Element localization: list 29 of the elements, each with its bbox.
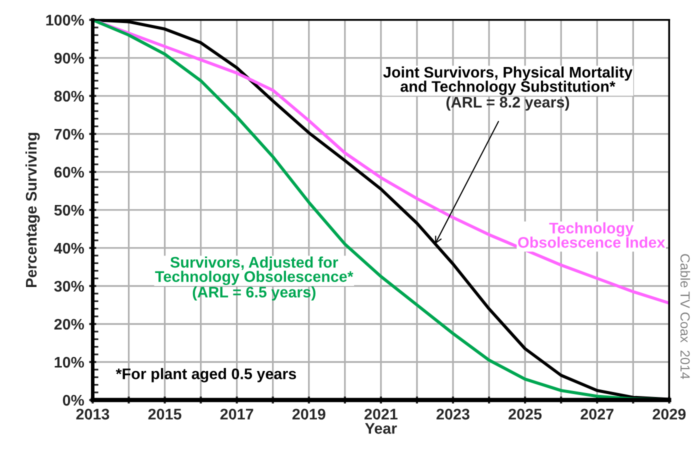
y-tick-label: 100% [46, 14, 84, 26]
y-tick-label: 40% [54, 242, 84, 254]
x-axis-title: Year [365, 423, 397, 434]
y-tick-label: 80% [54, 90, 84, 102]
annotation: *For plant aged 0.5 years [116, 368, 296, 382]
x-tick-label: 2019 [292, 408, 326, 420]
y-tick-label: 30% [54, 280, 84, 292]
series-label: Survivors, Adjusted for Technology Obsolescence* [155, 256, 354, 286]
y-tick-label: 90% [54, 52, 84, 64]
series-label: Technology Obsolescence Index [518, 222, 666, 248]
x-tick-label: 2025 [508, 408, 542, 420]
y-tick-label: 0% [62, 394, 84, 406]
x-tick-label: 2021 [364, 408, 398, 420]
y-tick-label: 70% [54, 128, 84, 140]
y-tick-label: 20% [54, 318, 84, 330]
y-tick-label: 50% [54, 204, 84, 216]
y-tick-label: 60% [54, 166, 84, 178]
x-tick-label: 2013 [76, 408, 110, 420]
x-tick-label: 2027 [580, 408, 614, 420]
x-tick-label: 2029 [652, 408, 686, 420]
annotation: (ARL = 6.5 years) [192, 286, 316, 301]
y-tick-label: 10% [54, 356, 84, 368]
x-tick-label: 2023 [436, 408, 470, 420]
annotation: (ARL = 8.2 years) [446, 96, 570, 111]
y-axis-title: Percentage Surviving [25, 132, 40, 288]
x-tick-label: 2015 [148, 408, 182, 420]
text: Joint Survivors, Physical Mortality and Technology Substitution* [383, 66, 632, 95]
x-tick-label: 2017 [220, 408, 254, 420]
text: Cable TV Coax 2014 [680, 254, 690, 379]
